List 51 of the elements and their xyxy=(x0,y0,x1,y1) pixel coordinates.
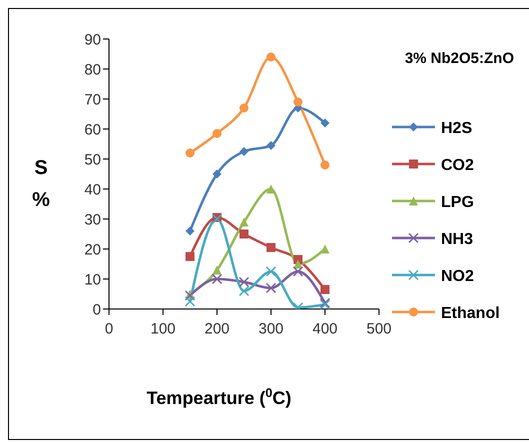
x-tick-label: 400 xyxy=(312,320,338,338)
point xyxy=(320,285,330,294)
point xyxy=(238,286,250,296)
point xyxy=(238,276,250,288)
point xyxy=(266,52,276,62)
point xyxy=(292,266,304,277)
point xyxy=(186,252,194,261)
text: 3% Nb2O5:ZnO xyxy=(404,50,514,67)
y-tick-label: 90 xyxy=(84,31,101,48)
point xyxy=(320,160,330,170)
point xyxy=(212,170,222,178)
y-tick-label: 60 xyxy=(84,121,101,138)
x-tick-label: 100 xyxy=(150,320,176,338)
legend-label: LPG xyxy=(441,194,474,211)
legend-label: Ethanol xyxy=(441,305,500,322)
point xyxy=(186,148,194,158)
x-tick-label: 0 xyxy=(104,320,114,338)
legend-label: NO2 xyxy=(441,268,474,285)
y-tick-label: 50 xyxy=(84,151,101,168)
point xyxy=(212,214,222,224)
point xyxy=(320,244,330,254)
point xyxy=(240,218,248,226)
y-axis-title: S % xyxy=(32,157,50,211)
point xyxy=(294,98,302,106)
x-tick-label: 300 xyxy=(258,320,284,338)
point xyxy=(212,129,222,138)
y-tick-label: 70 xyxy=(84,91,101,108)
y-tick-label: 20 xyxy=(84,241,101,258)
point xyxy=(240,104,248,112)
x-tick-label: 200 xyxy=(204,320,230,338)
legend-label: H2S xyxy=(441,120,472,137)
y-tick-label: 40 xyxy=(84,181,101,198)
point xyxy=(212,266,222,274)
point xyxy=(320,118,330,128)
y-tick-label: 80 xyxy=(84,61,101,78)
legend-label: NH3 xyxy=(441,231,474,248)
point xyxy=(266,141,276,150)
x-axis-title: Tempearture ($^{0}$C) xyxy=(146,386,292,408)
y-tick-label: 10 xyxy=(84,271,101,288)
point xyxy=(266,266,276,277)
point xyxy=(186,226,194,236)
point xyxy=(212,274,222,284)
legend-label: CO2 xyxy=(441,157,474,174)
point xyxy=(184,296,196,307)
x-tick-label: 500 xyxy=(366,320,392,338)
point xyxy=(240,230,248,238)
y-tick-label: 30 xyxy=(84,211,101,228)
point xyxy=(266,243,276,252)
point xyxy=(240,147,248,156)
point xyxy=(266,282,276,294)
y-tick-label: 0 xyxy=(92,301,101,318)
